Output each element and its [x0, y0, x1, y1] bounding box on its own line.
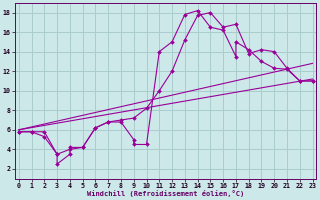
X-axis label: Windchill (Refroidissement éolien,°C): Windchill (Refroidissement éolien,°C)	[87, 190, 244, 197]
